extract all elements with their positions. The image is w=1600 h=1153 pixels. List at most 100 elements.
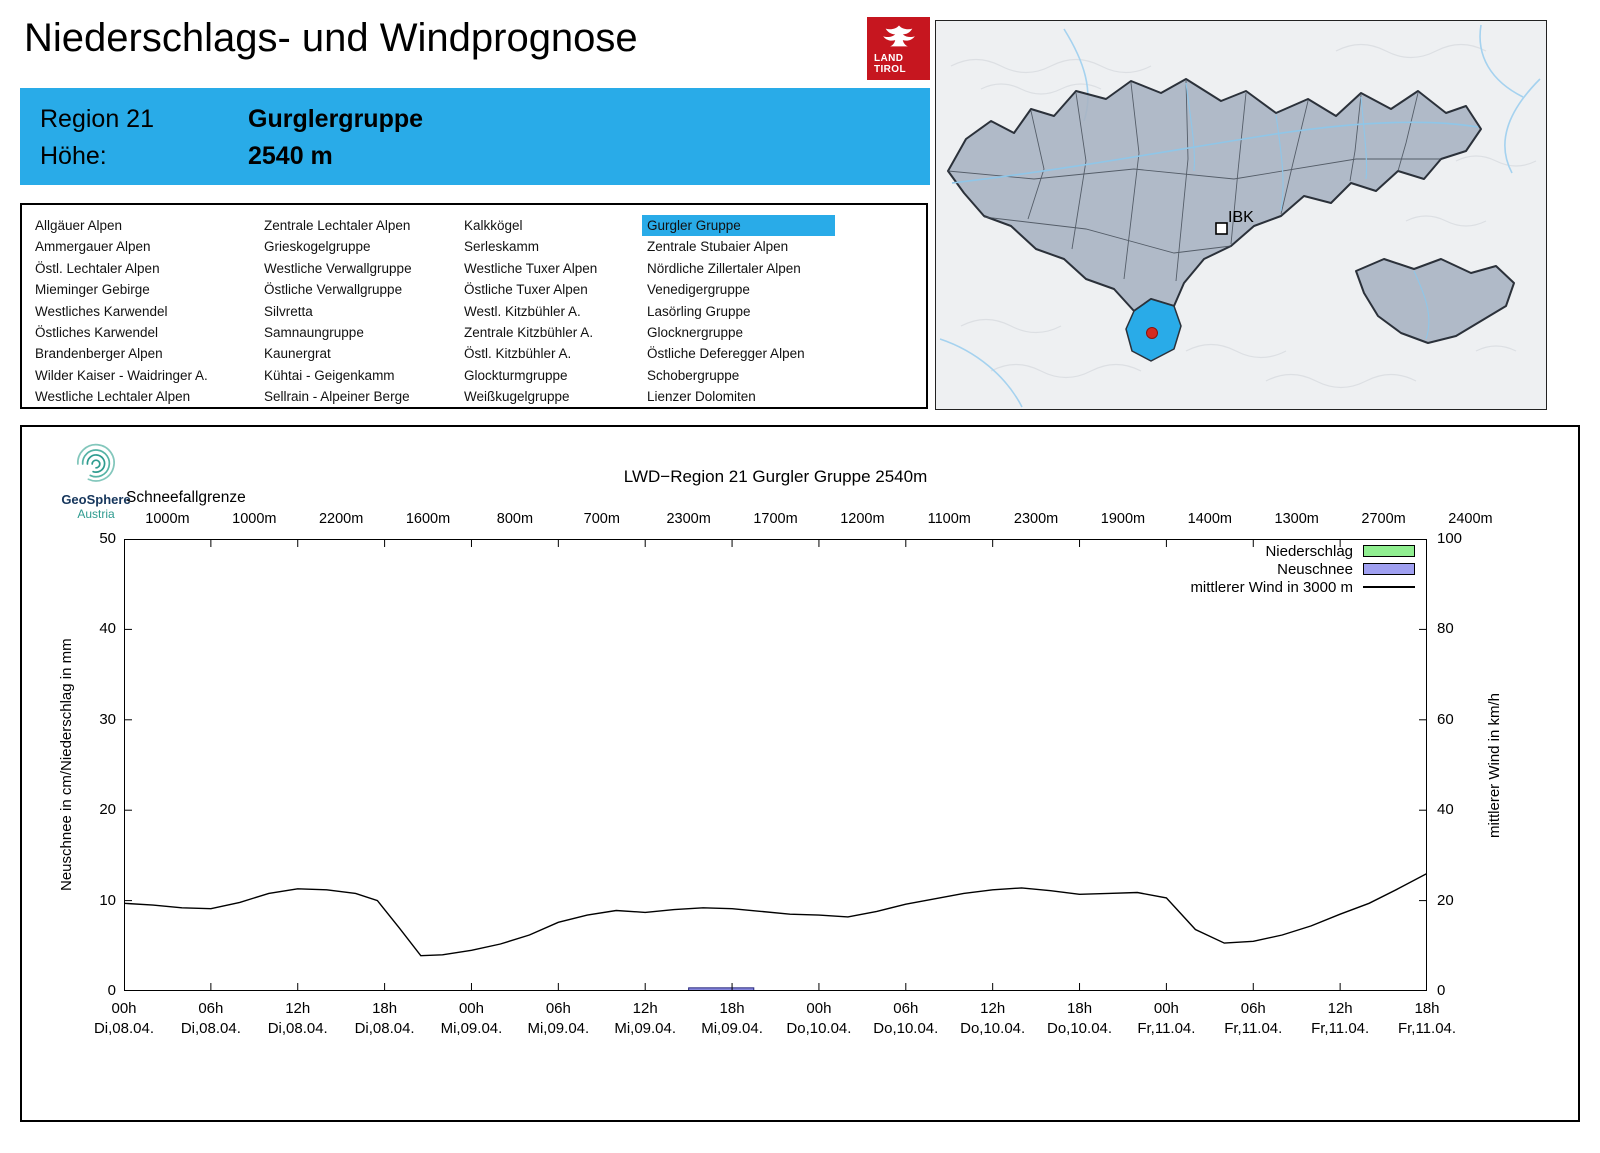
region-list-item[interactable]: Grieskogelgruppe <box>264 239 371 255</box>
snowline-value: 2300m <box>666 511 711 527</box>
region-list-item[interactable]: Westl. Kitzbühler A. <box>464 303 581 319</box>
geosphere-name: GeoSphere <box>61 492 131 507</box>
legend-swatch-neuschnee <box>1363 563 1415 575</box>
x-tick-time: 00h <box>1153 1000 1179 1017</box>
x-tick-time: 18h <box>372 1000 398 1017</box>
y-right-tick-label: 100 <box>1437 530 1463 547</box>
region-list-item[interactable]: Samnaungruppe <box>264 324 364 340</box>
x-tick-time: 00h <box>806 1000 832 1017</box>
region-list-item[interactable]: Kühtai - Geigenkamm <box>264 367 395 383</box>
snowline-value: 2400m <box>1448 511 1493 527</box>
x-tick-time: 12h <box>285 1000 311 1017</box>
tirol-overview-map[interactable]: IBK <box>936 21 1546 409</box>
x-tick-date: Fr,11.04. <box>1137 1020 1196 1037</box>
altitude-value: 2540 m <box>248 142 333 170</box>
x-tick-time: 12h <box>1327 1000 1353 1017</box>
plot-area <box>124 539 1427 991</box>
x-tick-label: 12h Do,10.04. <box>945 999 1041 1039</box>
region-list-item[interactable]: Silvretta <box>264 303 313 319</box>
region-list-item[interactable]: Östl. Lechtaler Alpen <box>35 260 160 276</box>
region-list-item[interactable]: Mieminger Gebirge <box>35 282 150 298</box>
logo-text-land: LAND <box>874 53 904 64</box>
region-list-item[interactable]: Nördliche Zillertaler Alpen <box>647 260 801 276</box>
x-tick-time: 18h <box>719 1000 745 1017</box>
region-list-item[interactable]: Zentrale Kitzbühler A. <box>464 324 594 340</box>
plot-border <box>124 539 1427 991</box>
region-list-item[interactable]: Lasörling Gruppe <box>647 303 751 319</box>
snowline-value: 1000m <box>232 511 277 527</box>
region-list-item[interactable]: Westliche Lechtaler Alpen <box>35 389 191 405</box>
snowline-value: 1100m <box>927 511 971 527</box>
x-tick-label: 00h Fr,11.04. <box>1118 999 1214 1039</box>
region-list-item[interactable]: Östl. Kitzbühler A. <box>464 346 572 362</box>
ibk-label: IBK <box>1228 209 1254 226</box>
map-marker-dot <box>1146 327 1158 339</box>
legend-row-wind: mittlerer Wind in 3000 m <box>1190 578 1415 596</box>
y-right-tick-label: 20 <box>1437 891 1454 909</box>
legend-label-wind: mittlerer Wind in 3000 m <box>1190 578 1353 596</box>
map-region-east-tirol[interactable] <box>1355 258 1515 344</box>
legend-swatch-wind-line <box>1363 586 1415 588</box>
region-list-item[interactable]: Östliches Karwendel <box>35 324 159 340</box>
region-list-item[interactable]: Schobergruppe <box>647 367 740 383</box>
x-tick-label: 12h Di,08.04. <box>250 999 346 1039</box>
x-tick-time: 06h <box>893 1000 919 1017</box>
geosphere-sub: Austria <box>77 507 115 521</box>
x-tick-label: 00h Di,08.04. <box>76 999 172 1039</box>
region-list-item[interactable]: Sellrain - Alpeiner Berge <box>264 389 410 405</box>
region-list-item[interactable]: Östliche Deferegger Alpen <box>647 346 805 362</box>
x-tick-time: 06h <box>198 1000 224 1017</box>
region-list-item[interactable]: Westliches Karwendel <box>35 303 168 319</box>
y-left-tick-label: 20 <box>99 801 116 819</box>
region-list-item[interactable]: Kaunergrat <box>264 346 331 362</box>
region-list-item[interactable]: Brandenberger Alpen <box>35 346 163 362</box>
snowline-value: 1000m <box>145 511 190 527</box>
region-list-item[interactable]: Weißkugelgruppe <box>464 389 570 405</box>
region-list-item[interactable]: Allgäuer Alpen <box>35 218 123 233</box>
x-tick-time: 18h <box>1414 1000 1440 1017</box>
snowline-value: 1600m <box>405 511 451 527</box>
region-list-item[interactable]: Venedigergruppe <box>647 282 750 298</box>
region-list-item[interactable]: Lienzer Dolomiten <box>647 389 756 405</box>
x-tick-time: 18h <box>1067 1000 1093 1017</box>
geosphere-logo: GeoSphere Austria <box>48 443 144 521</box>
region-list-item[interactable]: Ammergauer Alpen <box>35 239 151 255</box>
region-list-item[interactable]: Östliche Verwallgruppe <box>264 282 403 298</box>
x-tick-date: Fr,11.04. <box>1224 1020 1283 1037</box>
region-list-item[interactable]: Westliche Verwallgruppe <box>264 260 412 276</box>
map-panel: IBK <box>935 20 1547 410</box>
region-list-item[interactable]: Zentrale Lechtaler Alpen <box>264 218 411 233</box>
chart-panel: GeoSphere Austria LWD−Region 21 Gurgler … <box>20 425 1580 1122</box>
ibk-marker: IBK <box>1215 209 1254 235</box>
x-tick-date: Di,08.04. <box>180 1020 241 1037</box>
map-river-inn <box>951 121 1479 184</box>
map-region-north-tirol[interactable] <box>947 78 1482 312</box>
region-list-item[interactable]: Glocknergruppe <box>647 324 744 340</box>
y-left-tick-label: 40 <box>99 620 116 638</box>
region-list-item[interactable]: Wilder Kaiser - Waidringer A. <box>35 367 208 383</box>
x-tick-date: Mi,09.04. <box>527 1020 590 1037</box>
land-tirol-logo-text: LAND TIROL <box>867 53 906 75</box>
x-tick-label: 00h Mi,09.04. <box>423 999 519 1039</box>
map-river-isel <box>1413 270 1430 340</box>
region-list-item[interactable]: Östliche Tuxer Alpen <box>464 282 588 298</box>
y-right-tick-label: 60 <box>1437 710 1454 728</box>
axis-title-right: mittlerer Wind in km/h <box>1486 692 1503 838</box>
region-list-item[interactable]: Westliche Tuxer Alpen <box>464 260 598 276</box>
region-list-item[interactable]: Kalkkögel <box>464 218 523 233</box>
snowline-value: 800m <box>496 511 534 527</box>
x-tick-date: Fr,11.04. <box>1311 1020 1370 1037</box>
land-tirol-logo: LAND TIROL <box>867 17 930 80</box>
snowline-label: Schneefallgrenze <box>126 489 246 506</box>
region-list-item-selected[interactable]: Gurgler Gruppe <box>642 215 835 237</box>
region-list-item[interactable]: Glockturmgruppe <box>464 367 568 383</box>
region-value: Gurglergruppe <box>248 105 424 133</box>
region-list-item[interactable]: Zentrale Stubaier Alpen <box>647 239 789 255</box>
region-list-item[interactable]: Serleskamm <box>464 239 540 255</box>
map-rivers-tributaries <box>1185 82 1368 212</box>
x-tick-time: 00h <box>111 1000 137 1017</box>
x-tick-date: Do,10.04. <box>873 1020 939 1037</box>
x-tick-date: Mi,09.04. <box>440 1020 503 1037</box>
y-left-tick-label: 30 <box>99 710 116 728</box>
map-region-borders <box>947 80 1441 282</box>
